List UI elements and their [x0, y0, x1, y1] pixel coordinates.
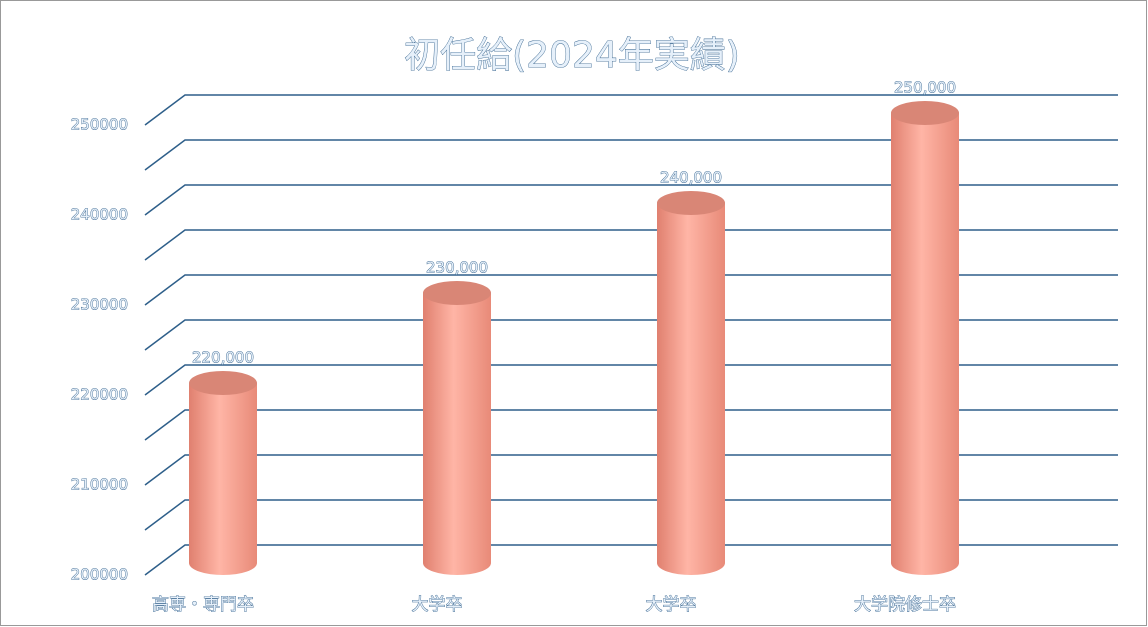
chart-title: 初任給(2024年実績): [404, 35, 740, 76]
bar-base: [657, 551, 725, 575]
grid-line: [144, 544, 1118, 576]
grid-line: [144, 139, 1118, 171]
grid-line: [144, 409, 1118, 441]
value-label: 240,000: [660, 169, 722, 187]
value-label: 220,000: [192, 349, 254, 367]
grid-line: [144, 454, 1118, 486]
bar-top: [657, 191, 725, 215]
x-tick-label: 大学卒: [412, 595, 463, 615]
y-tick-label: 250000: [71, 116, 128, 134]
bar-top: [891, 101, 959, 125]
bar-base: [423, 551, 491, 575]
value-label: 230,000: [426, 259, 488, 277]
grid-line: [144, 364, 1118, 396]
y-tick-label: 230000: [71, 296, 128, 314]
bar-base: [189, 551, 257, 575]
grid-line: [144, 499, 1118, 531]
grid-line: [144, 319, 1118, 351]
bar-top: [189, 371, 257, 395]
grid-line: [144, 229, 1118, 261]
grid-line: [144, 274, 1118, 306]
bar-top: [423, 281, 491, 305]
bar: [891, 113, 959, 563]
bar-base: [891, 551, 959, 575]
y-tick-label: 240000: [71, 206, 128, 224]
x-tick-label: 高専・専門卒: [152, 595, 254, 615]
grid-line: [144, 184, 1118, 216]
bar: [423, 293, 491, 563]
bar: [189, 383, 257, 563]
x-tick-label: 大学院修士卒: [854, 595, 956, 615]
y-tick-label: 210000: [71, 476, 128, 494]
grid-line: [144, 94, 1118, 126]
y-tick-label: 220000: [71, 386, 128, 404]
value-label: 250,000: [894, 79, 956, 97]
bar: [657, 203, 725, 563]
y-tick-label: 200000: [71, 566, 128, 584]
x-tick-label: 大学卒: [646, 595, 697, 615]
